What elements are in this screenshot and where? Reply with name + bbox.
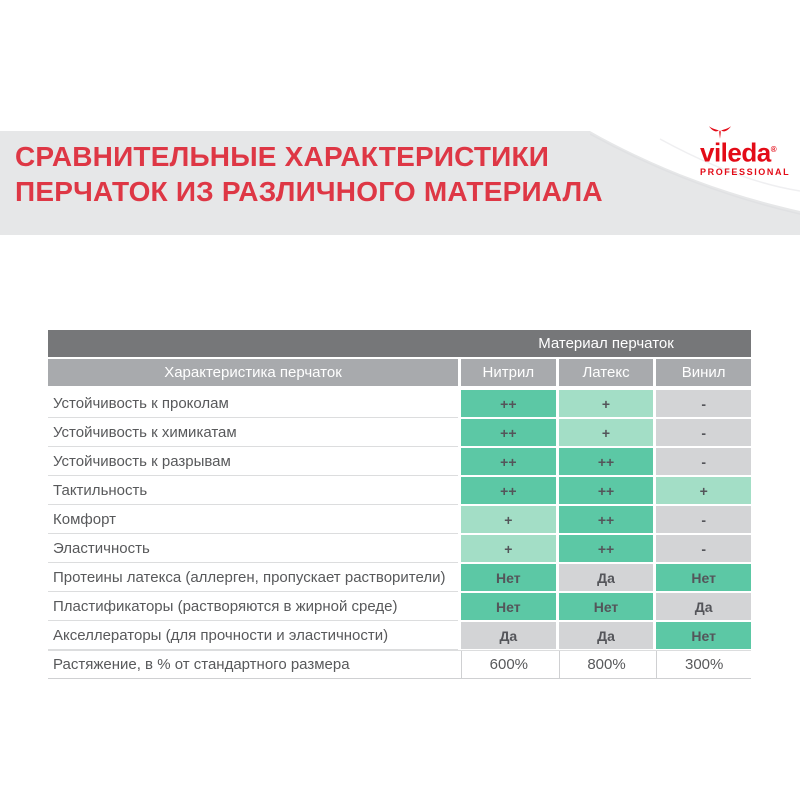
table-row: Комфорт + ++ - <box>48 505 752 534</box>
value-cell: ++ <box>461 448 556 475</box>
table-row: Пластификаторы (растворяются в жирной ср… <box>48 592 752 621</box>
value-cell: - <box>656 419 752 446</box>
row-label: Акселлераторы (для прочности и эластично… <box>48 621 458 650</box>
table-row: Тактильность ++ ++ + <box>48 476 752 505</box>
table-row: Устойчивость к проколам ++ + - <box>48 389 752 418</box>
value-cell: + <box>656 477 752 504</box>
value-cell: Нет <box>656 622 752 649</box>
header-band <box>0 131 800 235</box>
page-title: СРАВНИТЕЛЬНЫЕ ХАРАКТЕРИСТИКИ ПЕРЧАТОК ИЗ… <box>15 139 603 209</box>
row-label: Пластификаторы (растворяются в жирной ср… <box>48 592 458 621</box>
value-cell: ++ <box>461 390 556 417</box>
value-cell: - <box>656 535 752 562</box>
row-label: Устойчивость к разрывам <box>48 447 458 476</box>
value-cell: + <box>558 419 654 446</box>
value-cell: Да <box>558 564 654 591</box>
value-cell: ++ <box>461 477 556 504</box>
value-cell: Да <box>461 622 556 649</box>
table-body: Устойчивость к проколам ++ + - Устойчивость … <box>48 389 752 679</box>
row-label: Эластичность <box>48 534 458 563</box>
table-row: Растяжение, в % от стандартного размера 6… <box>48 650 751 679</box>
swoosh-decoration <box>590 131 800 215</box>
vileda-logo: vileda® PROFESSIONAL <box>700 126 800 177</box>
value-cell: ++ <box>558 535 654 562</box>
page-title-line2: ПЕРЧАТОК ИЗ РАЗЛИЧНОГО МАТЕРИАЛА <box>15 176 603 207</box>
value-cell: Да <box>656 593 752 620</box>
table-column-header-row: Характеристика перчаток Нитрил Латекс Вини… <box>48 359 752 386</box>
column-header-нитрил: Нитрил <box>461 359 556 386</box>
row-label: Тактильность <box>48 476 458 505</box>
value-cell: + <box>558 390 654 417</box>
row-label: Устойчивость к химикатам <box>48 418 458 447</box>
value-cell: ++ <box>461 419 556 446</box>
value-cell: ++ <box>558 477 654 504</box>
table-top-header: Материал перчаток <box>48 330 751 357</box>
row-label: Устойчивость к проколам <box>48 389 458 418</box>
table-row: Протеины латекса (аллерген, пропускает р… <box>48 563 752 592</box>
column-header-латекс: Латекс <box>558 359 654 386</box>
row-label: Протеины латекса (аллерген, пропускает р… <box>48 563 458 592</box>
comparison-table: Материал перчаток Характеристика перчато… <box>48 330 752 679</box>
characteristic-header: Характеристика перчаток <box>48 359 458 386</box>
value-cell: + <box>461 535 556 562</box>
value-cell: ++ <box>558 448 654 475</box>
value-cell: Да <box>558 622 654 649</box>
value-cell: Нет <box>656 564 752 591</box>
table-row: Эластичность + ++ - <box>48 534 752 563</box>
value-cell: Нет <box>461 593 556 620</box>
registered-mark: ® <box>770 145 777 154</box>
column-header-винил: Винил <box>656 359 752 386</box>
value-cell: Нет <box>558 593 654 620</box>
value-cell: 800% <box>558 651 654 678</box>
table-row: Акселлераторы (для прочности и эластично… <box>48 621 752 650</box>
row-label: Растяжение, в % от стандартного размера <box>53 656 350 673</box>
logo-wordmark: vileda® <box>700 137 800 166</box>
value-cell: - <box>656 390 752 417</box>
logo-subtitle: PROFESSIONAL <box>700 166 791 177</box>
value-cell: 300% <box>656 651 751 678</box>
top-header-label: Материал перчаток <box>538 335 674 352</box>
value-cell: + <box>461 506 556 533</box>
logo-brand-text: vileda <box>700 137 771 168</box>
page-title-line1: СРАВНИТЕЛЬНЫЕ ХАРАКТЕРИСТИКИ <box>15 141 550 172</box>
value-cell: - <box>656 506 752 533</box>
value-cell: - <box>656 448 752 475</box>
table-row: Устойчивость к химикатам ++ + - <box>48 418 752 447</box>
row-label: Комфорт <box>48 505 458 534</box>
value-cell: 600% <box>461 651 556 678</box>
swallow-bird-icon <box>709 126 731 139</box>
value-cell: Нет <box>461 564 556 591</box>
value-cell: ++ <box>558 506 654 533</box>
table-row: Устойчивость к разрывам ++ ++ - <box>48 447 752 476</box>
